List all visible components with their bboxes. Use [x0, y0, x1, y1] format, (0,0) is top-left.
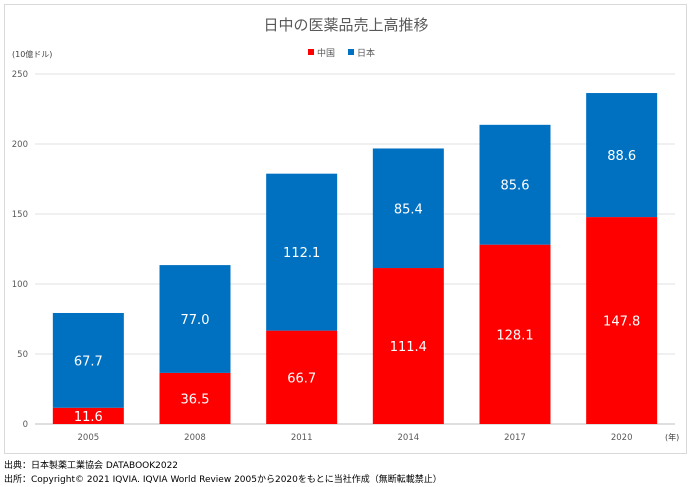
data-label: 36.5 — [181, 392, 210, 407]
x-tick-label: 2017 — [504, 433, 526, 443]
x-tick-label: 2005 — [78, 433, 100, 443]
x-tick-label: 2014 — [398, 433, 420, 443]
bar-china-2020 — [586, 217, 658, 424]
bar-china-2014 — [372, 268, 444, 424]
chart-frame — [4, 4, 687, 454]
data-label: 147.8 — [603, 315, 640, 330]
legend-label: 中国 — [317, 47, 335, 59]
bar-china-2017 — [479, 244, 551, 424]
bar-japan-2014 — [372, 148, 444, 269]
bar-japan-2005 — [52, 312, 124, 408]
legend-swatch-china — [308, 49, 314, 55]
x-tick-label: 2020 — [611, 433, 633, 443]
bar-china-2005 — [52, 407, 124, 424]
data-label: 66.7 — [287, 371, 316, 386]
data-label: 128.1 — [496, 328, 533, 343]
y-tick-label: 250 — [12, 70, 28, 80]
source-note-2: 出所：Copyright© 2021 IQVIA. IQVIA World Re… — [4, 475, 442, 485]
chart-title: 日中の医薬品売上高推移 — [263, 16, 428, 34]
y-axis-ticks: 0 50 100 150 200 250 — [12, 70, 28, 430]
source-note-1: 出典：日本製薬工業協会 DATABOOK2022 — [4, 461, 179, 471]
data-label: 11.6 — [74, 410, 103, 425]
data-label: 111.4 — [390, 340, 427, 355]
x-tick-label: 2011 — [291, 433, 313, 443]
x-axis-unit: (年) — [665, 432, 679, 442]
data-label: 85.6 — [501, 179, 530, 194]
data-label: 85.4 — [394, 202, 423, 217]
data-label: 112.1 — [283, 246, 320, 261]
bar-japan-2011 — [266, 173, 338, 331]
y-axis-unit: (10億ドル) — [12, 49, 52, 59]
bar-japan-2017 — [479, 124, 551, 245]
legend-label: 日本 — [357, 47, 375, 59]
y-tick-label: 100 — [12, 280, 28, 290]
data-label: 77.0 — [181, 313, 210, 328]
grid — [35, 73, 675, 425]
bar-japan-2008 — [159, 265, 231, 373]
data-label: 88.6 — [607, 149, 636, 164]
y-tick-label: 0 — [23, 420, 28, 430]
x-axis-ticks: 2005 2008 2011 2014 2017 2020 — [78, 433, 633, 443]
y-tick-label: 50 — [17, 350, 28, 360]
legend: 中国 日本 — [308, 47, 375, 59]
legend-swatch-japan — [348, 49, 354, 55]
bar-japan-2020 — [586, 93, 658, 218]
y-tick-label: 200 — [12, 140, 28, 150]
bar-china-2011 — [266, 330, 338, 424]
bars: 11.6 67.7 36.5 77.0 66.7 112.1 111.4 85.4 128.1 8… — [52, 93, 658, 425]
y-tick-label: 150 — [12, 210, 28, 220]
x-tick-label: 2008 — [184, 433, 206, 443]
data-label: 67.7 — [74, 354, 103, 369]
chart: 日中の医薬品売上高推移 (10億ドル) (年) 中国 日本 0 50 100 150 20… — [12, 16, 679, 443]
bar-china-2008 — [159, 372, 231, 424]
